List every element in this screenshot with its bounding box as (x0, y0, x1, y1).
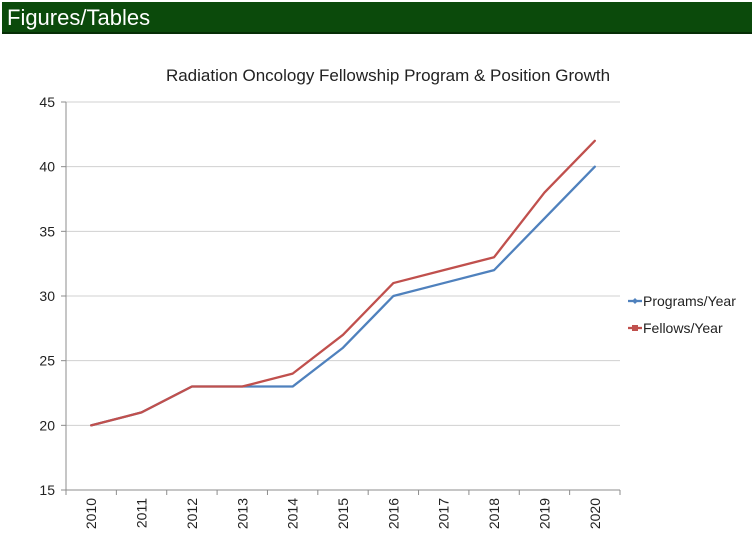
x-tick-label: 2011 (134, 498, 150, 528)
y-tick-label: 30 (39, 288, 55, 304)
y-tick-label: 15 (39, 482, 55, 498)
legend: Programs/Year Fellows/Year (628, 293, 736, 336)
gridlines (66, 101, 620, 491)
header-bar: Figures/Tables (2, 2, 752, 34)
x-tick-label: 2020 (587, 498, 603, 529)
legend-marker-diamond (632, 298, 638, 304)
line-chart: Radiation Oncology Fellowship Program & … (39, 66, 736, 529)
x-tick-label: 2010 (83, 498, 99, 529)
y-tick-label: 20 (39, 417, 55, 433)
y-tick-label: 35 (39, 223, 55, 239)
x-tick-label: 2015 (335, 498, 351, 529)
x-tick-label: 2018 (486, 498, 502, 529)
page-title: Figures/Tables (7, 5, 151, 30)
legend-marker-square (632, 325, 638, 331)
legend-label-0: Programs/Year (643, 293, 736, 309)
y-tick-label: 25 (39, 353, 55, 369)
x-tick-label: 2012 (184, 498, 200, 529)
chart-container: Radiation Oncology Fellowship Program & … (0, 36, 754, 554)
y-tick-labels: 15 20 25 30 35 40 45 (39, 94, 55, 498)
x-tick-label: 2016 (385, 498, 401, 529)
x-tick-label: 2014 (285, 498, 301, 529)
chart-title: Radiation Oncology Fellowship Program & … (166, 66, 610, 85)
y-tick-label: 45 (39, 94, 55, 110)
x-tick-label: 2019 (536, 498, 552, 529)
legend-label-1: Fellows/Year (643, 320, 723, 336)
series-line-1 (90, 139, 596, 427)
x-tick-label: 2017 (436, 498, 452, 529)
axes (61, 101, 621, 495)
x-tick-label: 2013 (234, 498, 250, 529)
y-tick-label: 40 (39, 159, 55, 175)
series-lines (90, 139, 596, 427)
x-tick-labels: 2010 2011 2012 2013 2014 2015 2016 2017 2018 2019… (83, 498, 603, 529)
